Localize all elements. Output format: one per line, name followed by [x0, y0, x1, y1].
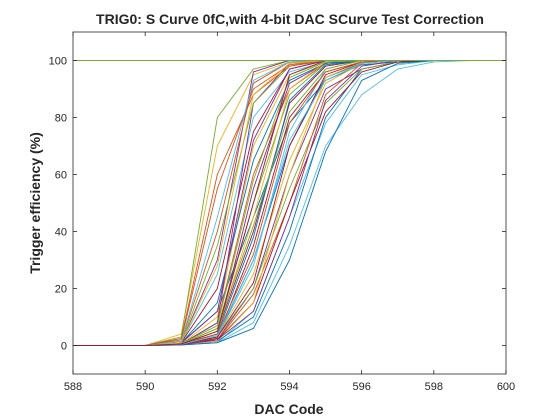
y-tick-label: 60 [55, 170, 67, 182]
x-tick-label: 592 [208, 381, 226, 393]
series-lines [73, 60, 506, 346]
x-tick-label: 594 [280, 381, 298, 393]
y-tick-label: 20 [55, 284, 67, 296]
x-tick-label: 600 [497, 381, 515, 393]
x-axis-label: DAC Code [254, 401, 323, 417]
y-tick-label: 0 [61, 341, 67, 353]
y-tick-label: 100 [49, 56, 67, 68]
y-tick-label: 40 [55, 227, 67, 239]
x-axis-ticks: 588 590 592 594 596 598 600 [64, 32, 515, 393]
x-tick-label: 588 [64, 381, 82, 393]
y-axis-ticks: 0 20 40 60 80 100 [49, 56, 506, 353]
y-axis-label: Trigger efficiency (%) [27, 132, 43, 274]
y-tick-label: 80 [55, 113, 67, 125]
x-tick-label: 590 [136, 381, 154, 393]
x-tick-label: 598 [425, 381, 443, 393]
x-tick-label: 596 [352, 381, 370, 393]
chart-title: TRIG0: S Curve 0fC,with 4-bit DAC SCurve… [96, 11, 484, 27]
